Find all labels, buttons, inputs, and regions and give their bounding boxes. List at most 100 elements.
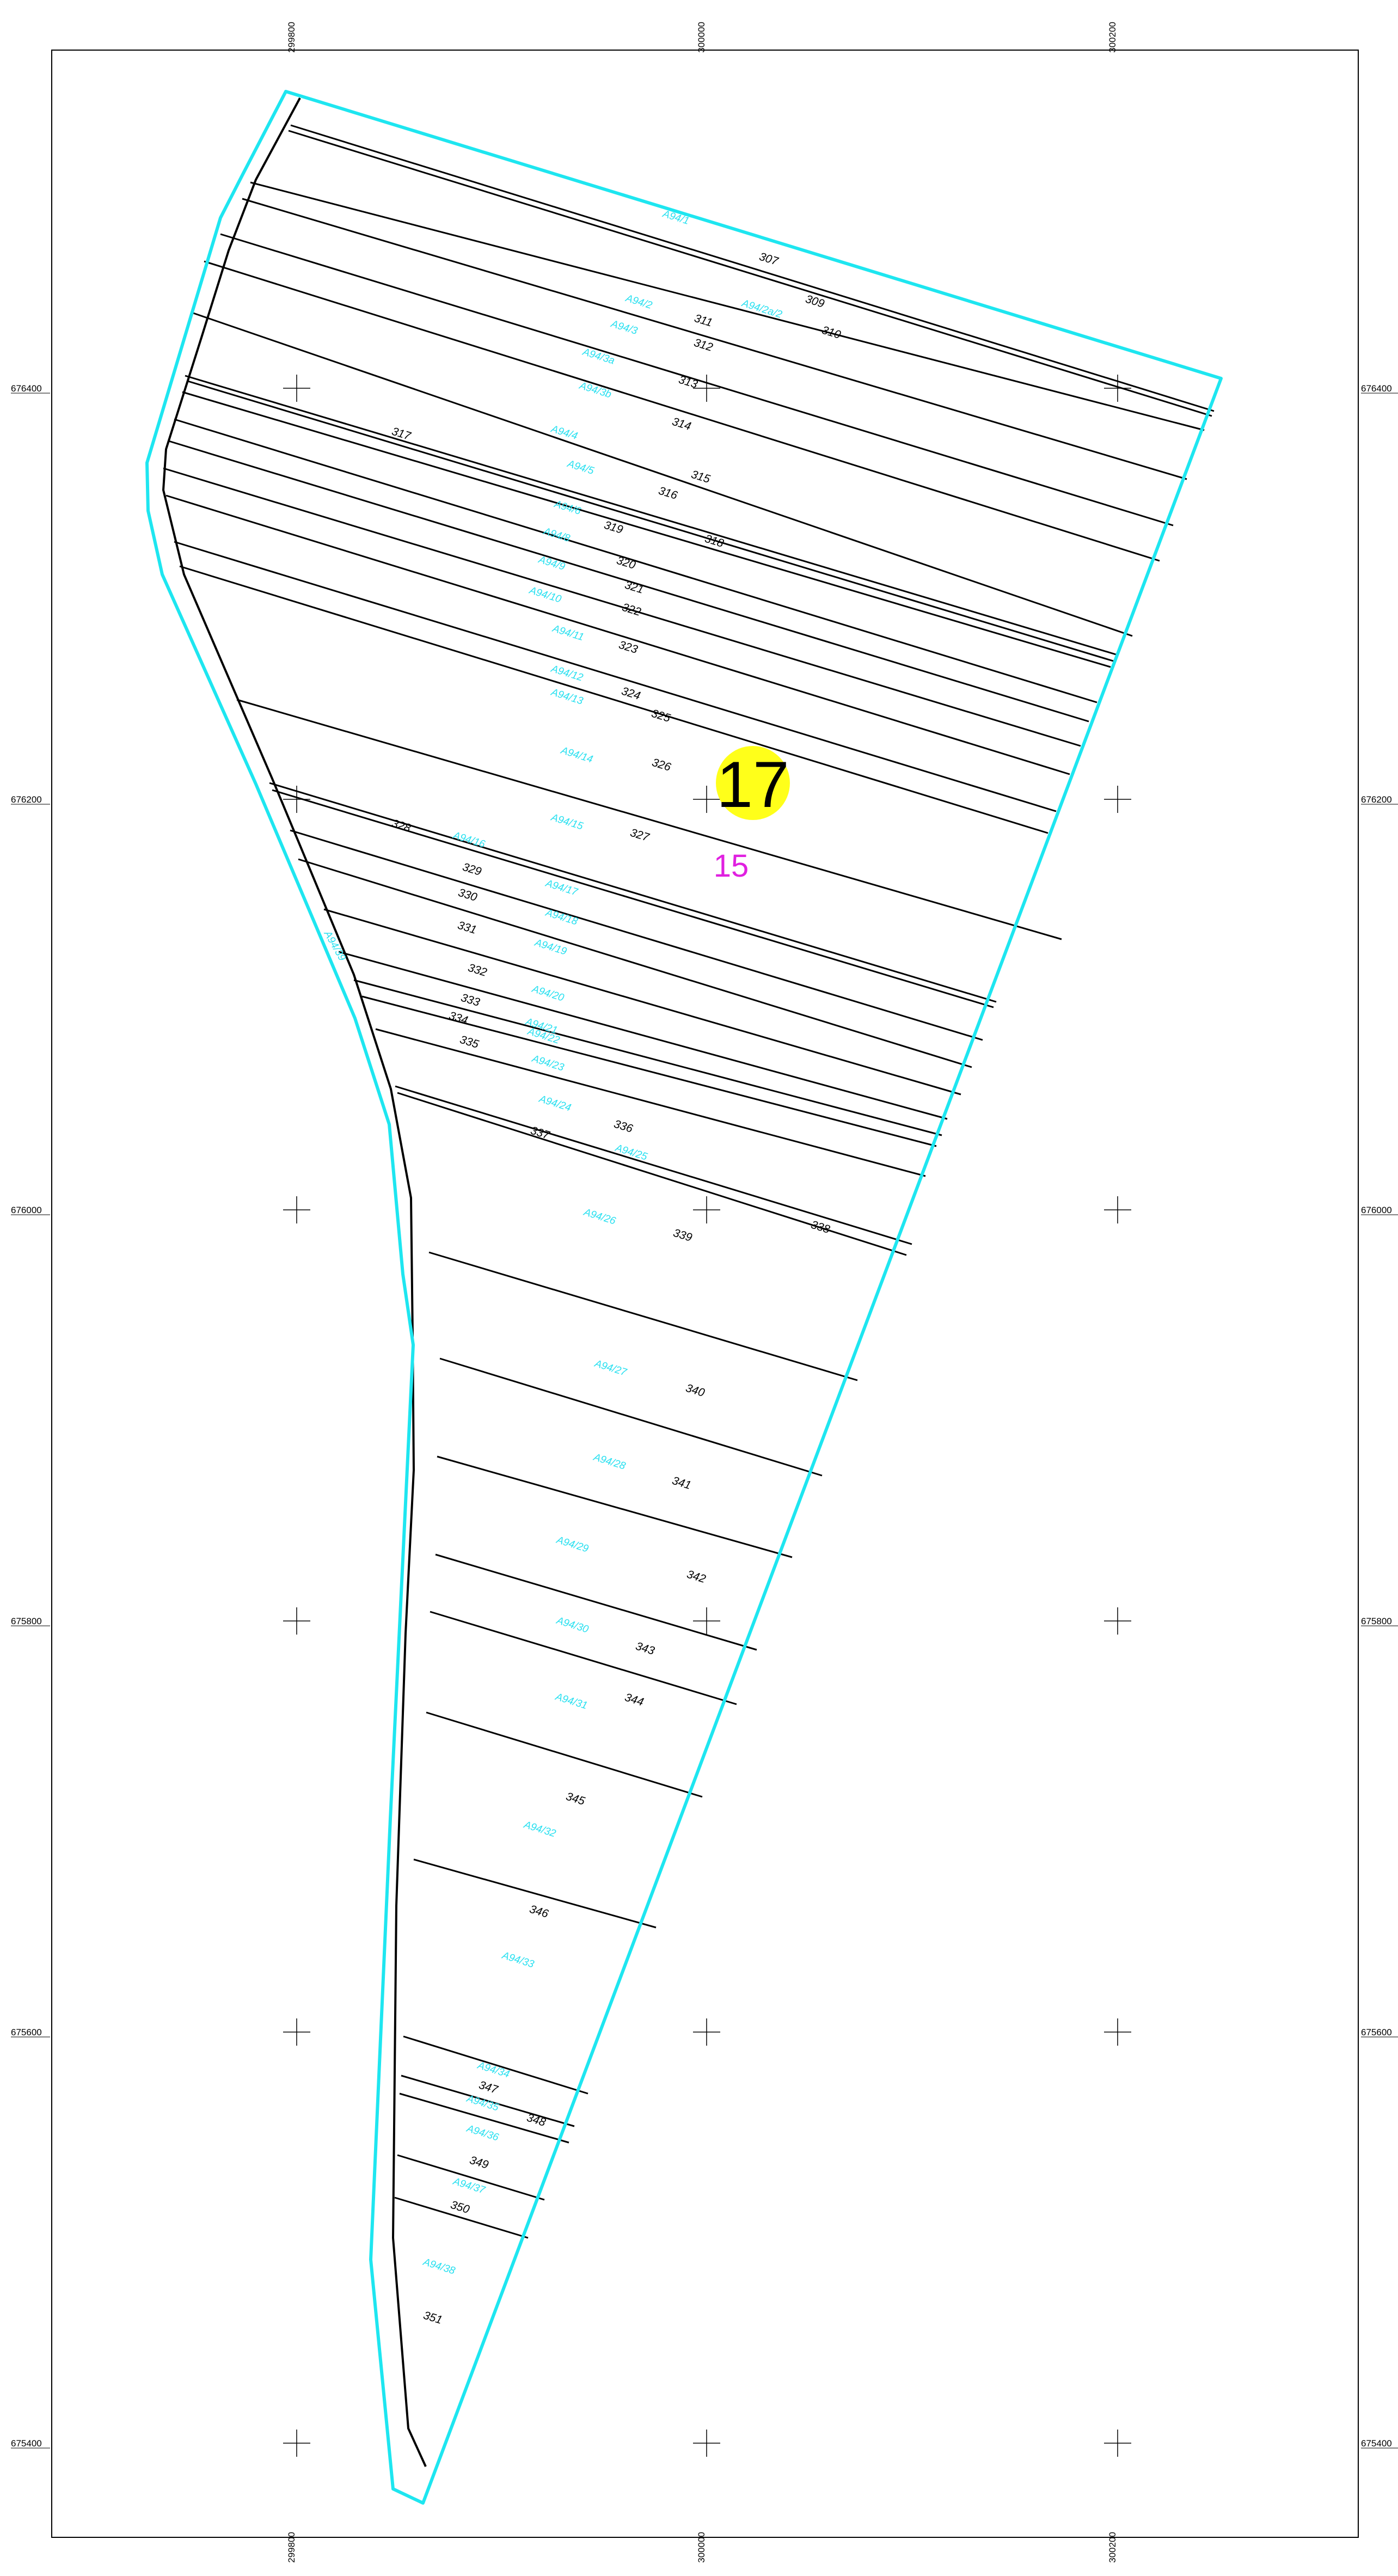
parcel-line-27	[395, 1085, 912, 1245]
parcel-number: 345	[565, 1790, 587, 1808]
parcel-line-18	[269, 782, 997, 1003]
parcel-line-38	[399, 2092, 569, 2144]
parcel-line-32	[435, 1553, 757, 1651]
northing-label-right: 675800	[1361, 1616, 1392, 1626]
plot-code: A94/2a/2	[740, 297, 783, 321]
plot-code: A94/29	[555, 1534, 590, 1555]
parcel-line-23	[338, 951, 948, 1120]
plot-code: A94/20	[530, 983, 566, 1004]
parcel-number: 315	[690, 468, 712, 486]
parcel-line-39	[397, 2154, 545, 2201]
parcel-line-10	[182, 391, 1111, 668]
property-boundary	[145, 90, 1223, 2505]
parcel-line-2	[288, 130, 1212, 417]
parcel-number: 342	[685, 1568, 708, 1586]
plot-code: A94/33	[500, 1950, 536, 1971]
easting-label-top: 300200	[1107, 22, 1118, 53]
parcel-number: 314	[671, 415, 692, 433]
parcel-line-40	[394, 2196, 529, 2239]
parcel-number: 346	[528, 1903, 550, 1920]
plot-code: A94/2	[624, 292, 654, 311]
plot-code: A94/26	[582, 1207, 617, 1227]
parcel-number: 344	[623, 1691, 645, 1709]
plot-code: A94/6	[553, 498, 582, 517]
parcel-number: 317	[390, 425, 413, 443]
plot-code: A94/8	[542, 525, 572, 544]
parcel-number: 324	[620, 685, 642, 702]
parcel-number: 348	[525, 2112, 548, 2129]
parcel-line-12	[168, 440, 1089, 723]
parcel-number: 331	[456, 919, 478, 937]
northing-label-left: 675600	[11, 2027, 42, 2037]
parcel-line-8	[185, 375, 1117, 656]
parcel-line-36	[403, 2035, 588, 2095]
parcel-line-25	[361, 995, 937, 1147]
sheet-number: 17	[716, 748, 789, 821]
parcel-number: 336	[612, 1118, 635, 1135]
easting-label-top: 299800	[286, 22, 297, 53]
parcel-number: 351	[422, 2309, 444, 2327]
plot-code: A94/23	[530, 1053, 566, 1074]
parcel-line-21	[298, 858, 972, 1068]
parcel-number: 334	[447, 1009, 469, 1027]
northing-label-right: 676000	[1361, 1205, 1392, 1215]
parcel-number: 329	[461, 861, 483, 878]
parcel-line-29	[428, 1251, 858, 1381]
parcel-line-22	[323, 908, 961, 1096]
parcel-number: 327	[629, 827, 651, 845]
parcel-line-35	[413, 1858, 657, 1929]
parcel-line-4	[242, 198, 1187, 480]
parcel-number: 350	[449, 2199, 471, 2216]
parcel-line-13	[163, 467, 1081, 747]
parcel-line-31	[437, 1455, 793, 1558]
parcel-number: 328	[390, 817, 413, 835]
inner-west-line	[162, 97, 427, 2467]
sheet-number-badge: 17	[716, 746, 790, 821]
northing-label-right: 676200	[1361, 794, 1392, 805]
parcel-number: 347	[477, 2079, 500, 2097]
parcel-line-33	[430, 1611, 737, 1705]
plot-code: A94/37	[451, 2176, 487, 2196]
parcel-line-3	[250, 181, 1205, 431]
parcel-line-26	[375, 1028, 926, 1177]
plot-code: A94/18	[544, 907, 579, 928]
labels-layer: 3073093103113123133143153163173183193203…	[321, 208, 842, 2327]
northing-label-left: 675400	[11, 2438, 42, 2449]
plot-code: A94/11	[550, 623, 585, 644]
parcel-number: 340	[684, 1382, 707, 1399]
plot-code: A94/31	[554, 1691, 589, 1712]
parcel-number: 311	[693, 312, 714, 329]
northing-label-left: 675800	[11, 1616, 42, 1626]
parcel-number: 337	[529, 1124, 551, 1142]
easting-label-bottom: 300000	[696, 2532, 707, 2563]
parcel-line-19	[272, 789, 994, 1008]
parcel-number: 332	[467, 962, 489, 979]
plot-code: A94/28	[592, 1452, 627, 1472]
northing-label-left: 676400	[11, 383, 42, 394]
parcel-line-28	[397, 1092, 907, 1256]
parcel-line-24	[353, 979, 942, 1136]
parcel-number: 335	[458, 1033, 481, 1051]
plot-code: A94/24	[537, 1093, 573, 1114]
parcel-line-5	[220, 233, 1174, 527]
northing-label-right: 675400	[1361, 2438, 1392, 2449]
plot-code: A94/9	[537, 554, 567, 573]
parcel-number: 321	[623, 579, 645, 596]
parcel-number: 316	[657, 485, 679, 502]
plot-code: A94/36	[465, 2123, 500, 2144]
sub-sheet-number: 15	[714, 848, 749, 884]
parcel-number: 326	[651, 756, 673, 774]
parcel-number: 341	[671, 1474, 692, 1492]
northing-label-left: 676200	[11, 794, 42, 805]
plot-code: A94/5	[566, 458, 596, 477]
parcel-number: 349	[468, 2154, 490, 2171]
plot-code: A94/34	[476, 2060, 511, 2081]
parcel-number: 333	[459, 992, 482, 1009]
parcel-number: 322	[621, 601, 643, 619]
parcel-number: 320	[615, 554, 637, 572]
plot-code: A94/25	[614, 1142, 649, 1163]
parcel-line-15	[174, 541, 1057, 812]
parcel-line-17	[236, 699, 1062, 940]
parcel-number: 338	[810, 1219, 832, 1236]
